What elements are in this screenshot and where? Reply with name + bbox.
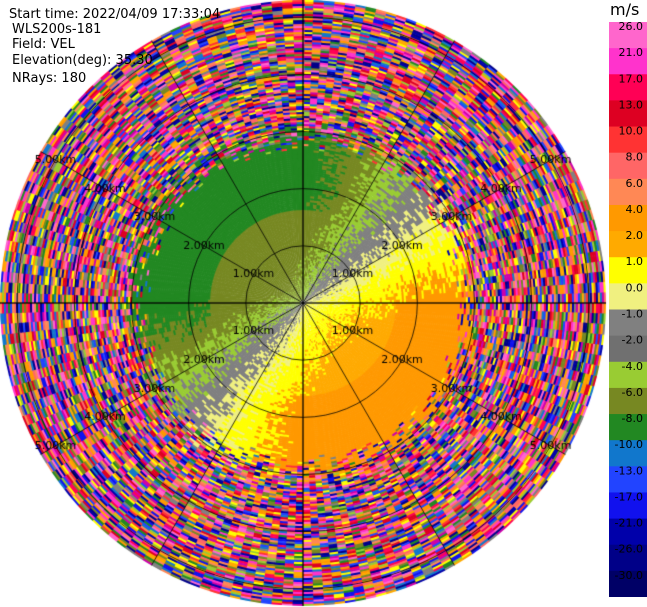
colorbar-swatch xyxy=(609,74,647,101)
colorbar-swatch xyxy=(609,309,647,337)
colorbar-swatch xyxy=(609,440,647,467)
nrays-label: NRays: 180 xyxy=(12,71,87,86)
colorbar-tick-label: -8.0 xyxy=(622,412,643,425)
colorbar-tick-label: -21.0 xyxy=(615,517,643,530)
instrument-label: WLS200s-181 xyxy=(12,22,102,37)
colorbar-tick-label: 10.0 xyxy=(619,125,644,138)
colorbar-swatch xyxy=(609,335,647,363)
start-time-label: Start time: 2022/04/09 17:33:04 xyxy=(9,7,221,22)
colorbar-tick-label: 8.0 xyxy=(626,151,644,164)
colorbar: 26.0 21.0 17.0 13.0 10.0 8.0 6.0 4.0 2.0 1.0 0.0 -1… xyxy=(609,22,647,597)
colorbar-swatch xyxy=(609,361,647,389)
colorbar-swatch xyxy=(609,152,647,180)
colorbar-tick-label: -1.0 xyxy=(622,308,643,321)
colorbar-tick-label: -6.0 xyxy=(622,386,643,399)
colorbar-swatch xyxy=(609,387,647,415)
colorbar-swatch xyxy=(609,231,647,258)
colorbar-swatch xyxy=(609,100,647,128)
colorbar-tick-label: -4.0 xyxy=(622,360,643,373)
colorbar-swatch xyxy=(609,48,647,75)
colorbar-tick-label: 13.0 xyxy=(619,98,644,111)
colorbar-tick-label: 17.0 xyxy=(619,72,644,85)
colorbar-swatch xyxy=(609,22,647,49)
elevation-label: Elevation(deg): 35.30 xyxy=(12,53,153,68)
colorbar-tick-label: -10.0 xyxy=(615,438,643,451)
colorbar-tick-label: 6.0 xyxy=(626,177,644,190)
colorbar-swatch xyxy=(609,126,647,154)
colorbar-swatch xyxy=(609,414,647,441)
colorbar-tick-label: -30.0 xyxy=(615,569,643,582)
colorbar-tick-label: 26.0 xyxy=(619,22,644,33)
colorbar-swatch xyxy=(609,178,647,206)
colorbar-tick-label: -2.0 xyxy=(622,334,643,347)
colorbar-tick-label: 4.0 xyxy=(626,203,644,216)
colorbar-swatch xyxy=(609,466,647,493)
colorbar-tick-label: 0.0 xyxy=(626,281,644,294)
colorbar-swatch xyxy=(609,570,647,597)
colorbar-tick-label: -26.0 xyxy=(615,543,643,556)
colorbar-unit: m/s xyxy=(610,0,640,19)
colorbar-swatch xyxy=(609,283,647,310)
colorbar-tick-label: 21.0 xyxy=(619,46,644,59)
colorbar-tick-label: 2.0 xyxy=(626,229,644,242)
colorbar-swatch xyxy=(609,204,647,232)
colorbar-tick-label: -13.0 xyxy=(615,464,643,477)
colorbar-swatch xyxy=(609,492,647,520)
colorbar-swatch xyxy=(609,518,647,546)
field-label: Field: VEL xyxy=(12,37,75,52)
colorbar-swatch xyxy=(609,544,647,572)
colorbar-tick-label: 1.0 xyxy=(626,255,644,268)
colorbar-tick-label: -17.0 xyxy=(615,490,643,503)
colorbar-swatch xyxy=(609,257,647,284)
